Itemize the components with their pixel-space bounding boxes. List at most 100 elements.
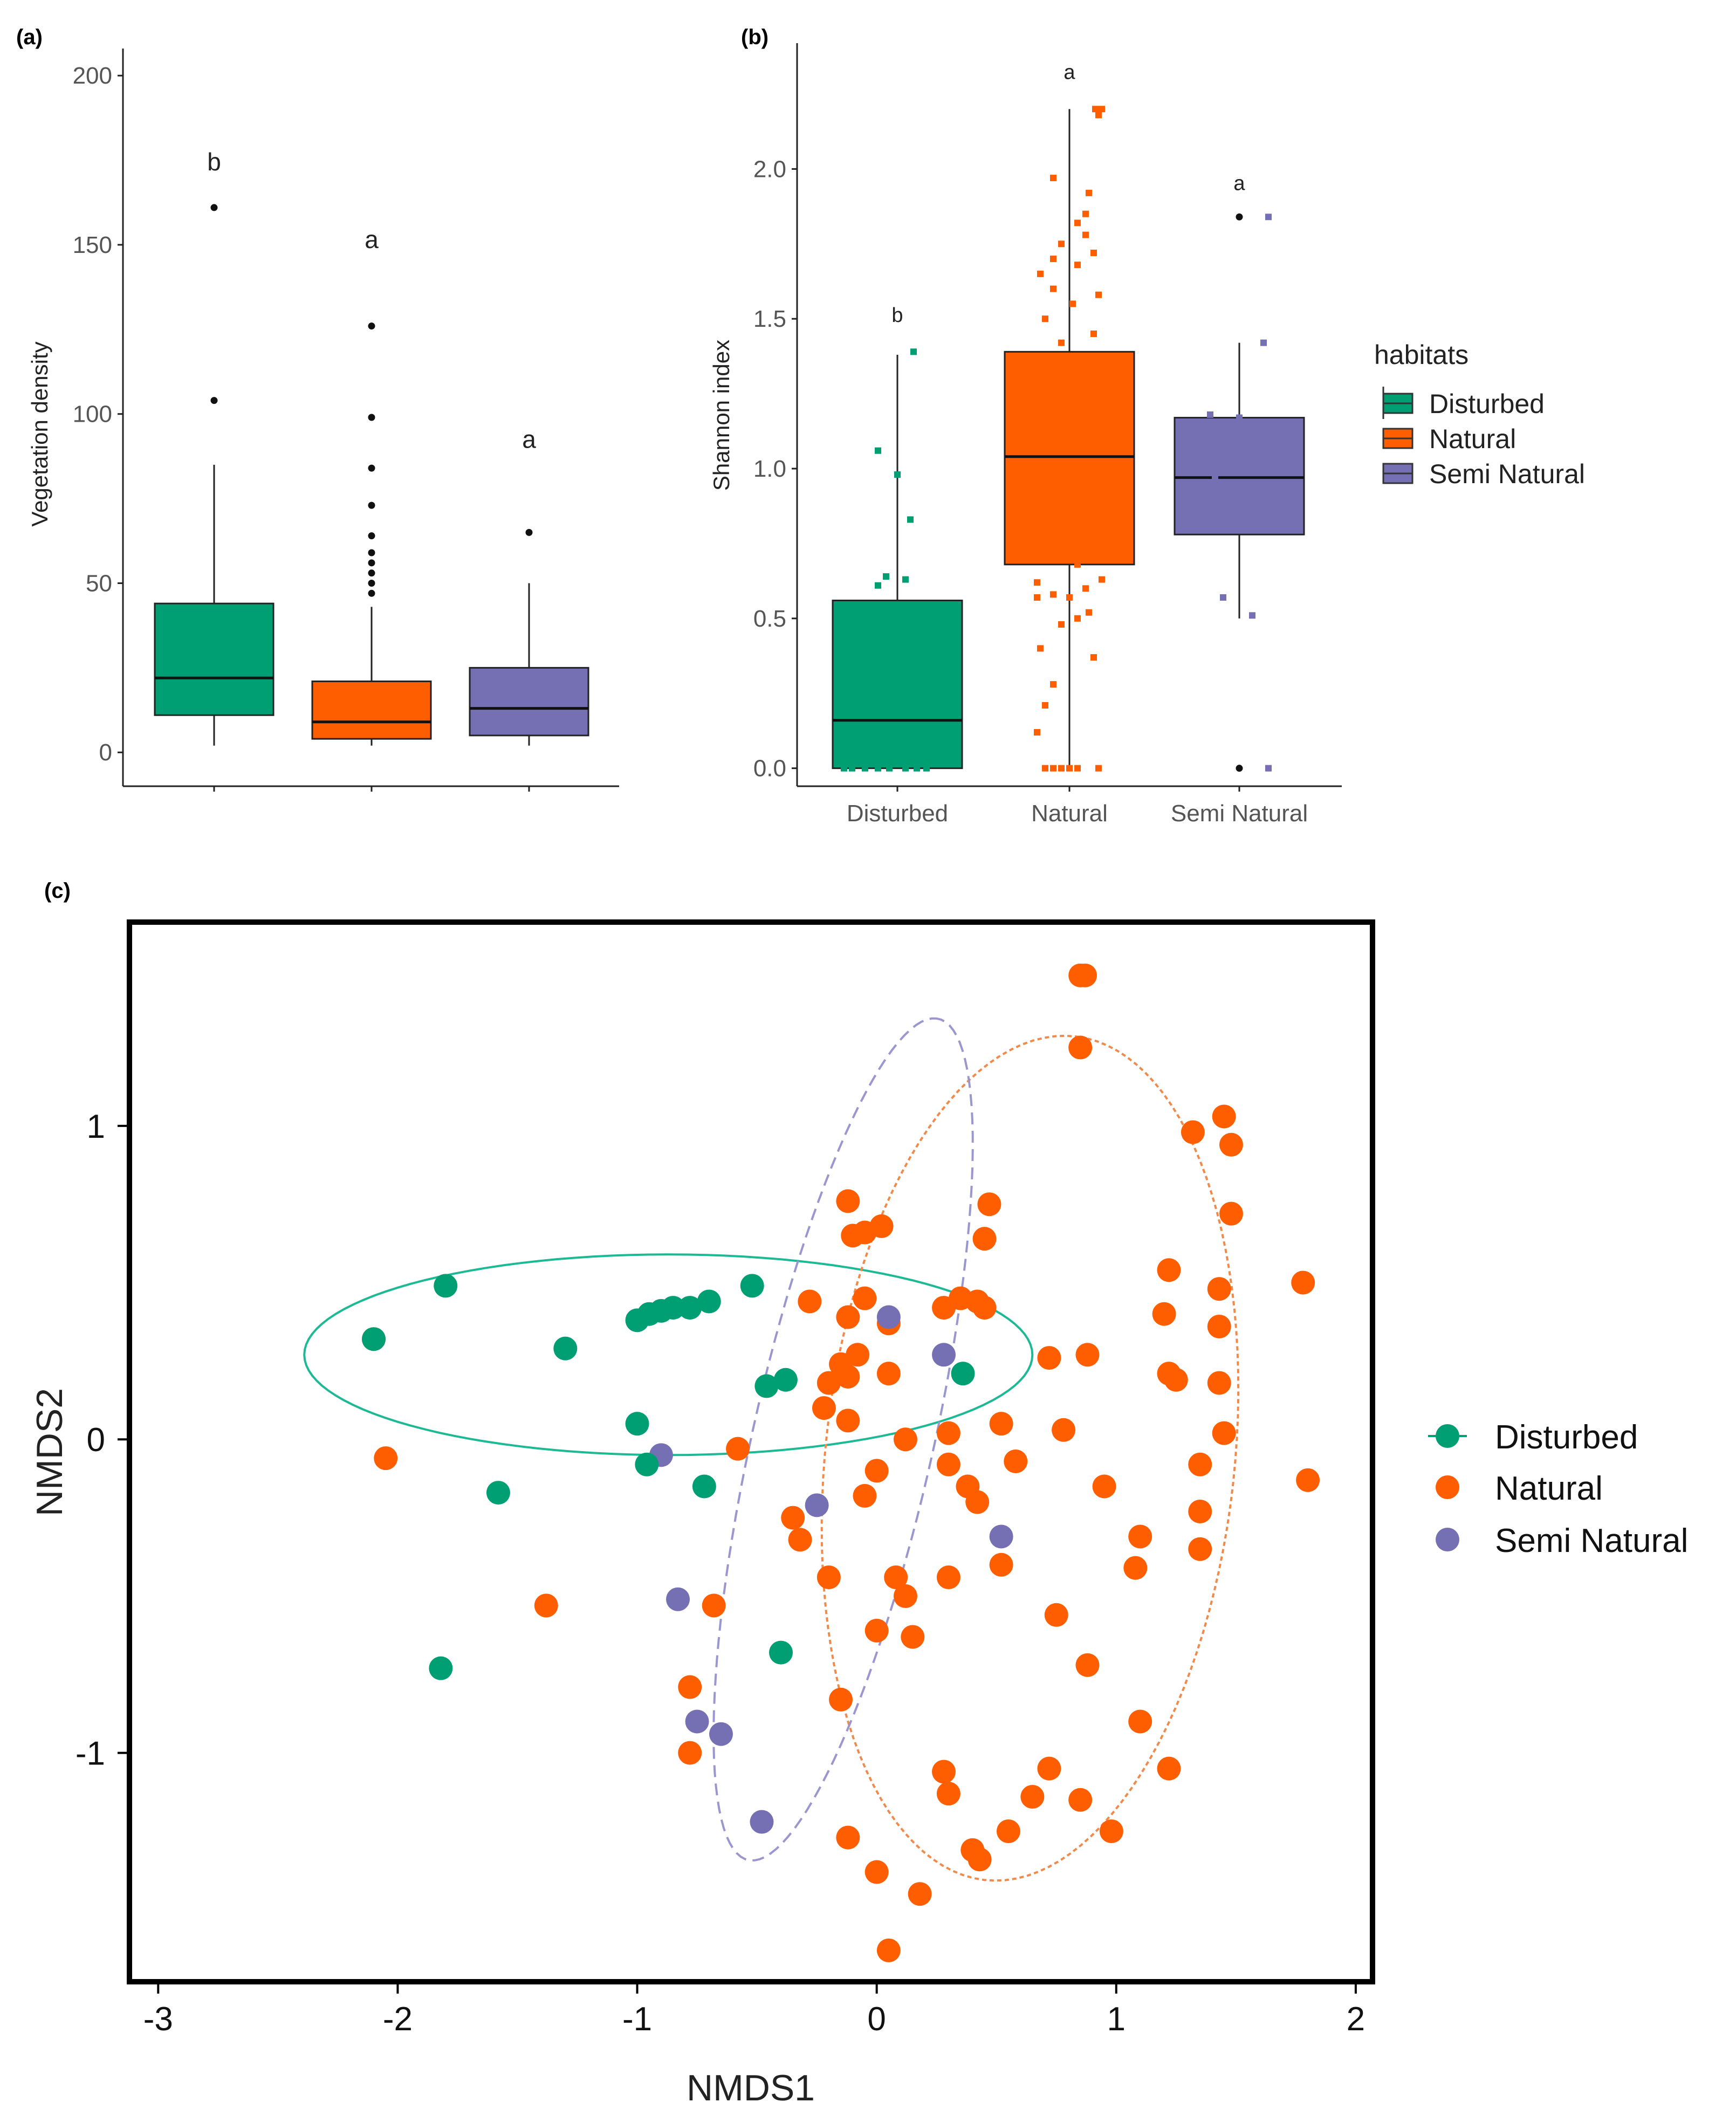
panel-c-series-semi-natural: [649, 1305, 1013, 1834]
jitter-point: [1058, 339, 1065, 346]
panel-c-point: [1212, 1104, 1236, 1129]
panel-c-point: [1181, 1120, 1205, 1144]
panel-c-point: [709, 1722, 733, 1746]
panel-c-point: [678, 1675, 702, 1699]
panel-c-point: [853, 1286, 877, 1310]
panel-c-point: [836, 1825, 860, 1850]
panel-c-point: [781, 1506, 805, 1530]
box-outlier: [525, 528, 533, 536]
panel-a-boxplot: 0 50 100 150 200 b a a Vegetation density: [27, 49, 619, 792]
jitter-point: [1082, 231, 1089, 238]
panel-c-ellipse-natural: [820, 1034, 1240, 1882]
panel-b-jitter-natural: [1034, 106, 1105, 772]
jitter-point: [1074, 561, 1081, 568]
panel-b-jitter-disturbed: [841, 348, 930, 772]
jitter-point: [1058, 241, 1065, 248]
panel-c-point: [1075, 1653, 1100, 1677]
panel-c-series-natural: [362, 963, 1320, 1962]
panel-c-point: [1020, 1784, 1045, 1809]
panel-b-boxes: b a a: [832, 61, 1305, 772]
panel-c-point: [876, 1938, 901, 1962]
box-significance-letter: b: [207, 148, 221, 176]
panel-c-point: [702, 1593, 726, 1618]
panel-b-axes: 0.0 0.5 1.0 1.5 2.0 Disturbed Natural Semi Natu…: [753, 43, 1342, 827]
jitter-point: [1042, 315, 1048, 322]
panel-c-point: [1212, 1421, 1236, 1445]
panel-c-point: [836, 1305, 860, 1329]
jitter-point: [1212, 474, 1218, 481]
jitter-point: [1095, 112, 1102, 119]
box-outlier: [368, 502, 375, 509]
legend-c-item-disturbed: Disturbed: [1428, 1419, 1638, 1456]
panel-c-point: [1188, 1452, 1212, 1476]
panel-c-point: [836, 1409, 860, 1433]
panel-a-y-tick-label: 100: [73, 401, 112, 428]
jitter-point: [1069, 300, 1076, 307]
jitter-point: [1050, 681, 1056, 688]
box-iqr: [311, 680, 432, 740]
box-outlier: [210, 397, 218, 404]
jitter-point: [1082, 585, 1089, 592]
panel-b-box-natural: a: [1004, 61, 1135, 768]
panel-c-y-axis-title: NMDS2: [29, 1388, 70, 1516]
panel-c-point: [1068, 1035, 1093, 1060]
jitter-point: [1042, 765, 1048, 772]
jitter-point: [1236, 414, 1243, 421]
panel-c-point: [769, 1640, 793, 1665]
jitter-point: [1058, 621, 1065, 628]
panel-b-boxplot: 0.0 0.5 1.0 1.5 2.0 Disturbed Natural Semi Natu…: [709, 43, 1342, 827]
panel-b-box-semi-natural: a: [1174, 172, 1305, 772]
panel-c-point: [908, 1882, 932, 1906]
panel-c-point: [625, 1412, 649, 1436]
panel-c-point: [1188, 1537, 1212, 1561]
box-outlier: [368, 549, 375, 557]
panel-c-point: [1188, 1499, 1212, 1523]
panel-c-point: [812, 1396, 836, 1420]
panel-c-point: [1207, 1371, 1231, 1395]
panel-c-point: [836, 1364, 860, 1389]
panel-c-point: [977, 1192, 1001, 1217]
panel-label-b: (b): [741, 25, 768, 49]
jitter-point: [1037, 645, 1044, 652]
panel-c-point: [1037, 1756, 1061, 1781]
jitter-point: [907, 516, 914, 523]
panel-b-y-tick-label: 2.0: [753, 156, 786, 182]
jitter-point: [1066, 495, 1073, 502]
panel-c-point: [989, 1552, 1013, 1577]
panel-c-point: [750, 1810, 774, 1834]
jitter-point: [862, 765, 868, 772]
panel-c-point: [936, 1565, 960, 1590]
panel-a-y-tick-label: 0: [99, 739, 112, 766]
panel-c-point: [864, 1459, 889, 1483]
legend-c-marker-disturbed: [1436, 1424, 1459, 1448]
panel-c-point: [486, 1481, 510, 1505]
panel-c-point: [996, 1819, 1020, 1843]
legend-label-semi-natural: Semi Natural: [1429, 459, 1585, 489]
jitter-point: [1099, 576, 1105, 583]
box-outlier: [368, 322, 375, 330]
box-outlier: [368, 464, 375, 472]
box-iqr: [469, 667, 589, 737]
panel-a-boxes: b a a: [154, 148, 589, 746]
box-significance-letter: b: [891, 304, 903, 327]
jitter-point: [849, 765, 855, 772]
jitter-point: [902, 576, 909, 583]
panel-c-point: [846, 1343, 870, 1367]
jitter-point: [1079, 435, 1086, 442]
panel-c-x-tick-label: 1: [1107, 2001, 1126, 2038]
panel-c-point: [884, 1565, 908, 1590]
panel-c-point: [951, 1362, 975, 1386]
panel-c-point: [1219, 1201, 1243, 1226]
panel-c-x-tick-label: 0: [867, 2001, 886, 2038]
panel-c-point: [697, 1289, 721, 1314]
jitter-point: [1058, 525, 1065, 532]
panel-c-point: [853, 1483, 877, 1508]
panel-c-x-tick-label: 2: [1347, 2001, 1365, 2038]
jitter-point: [1050, 175, 1056, 182]
panel-c-point: [1037, 1346, 1061, 1370]
panel-a-axes: 0 50 100 150 200: [73, 49, 619, 792]
jitter-point: [875, 582, 881, 589]
jitter-point: [1265, 214, 1272, 221]
box-iqr: [1004, 351, 1135, 566]
